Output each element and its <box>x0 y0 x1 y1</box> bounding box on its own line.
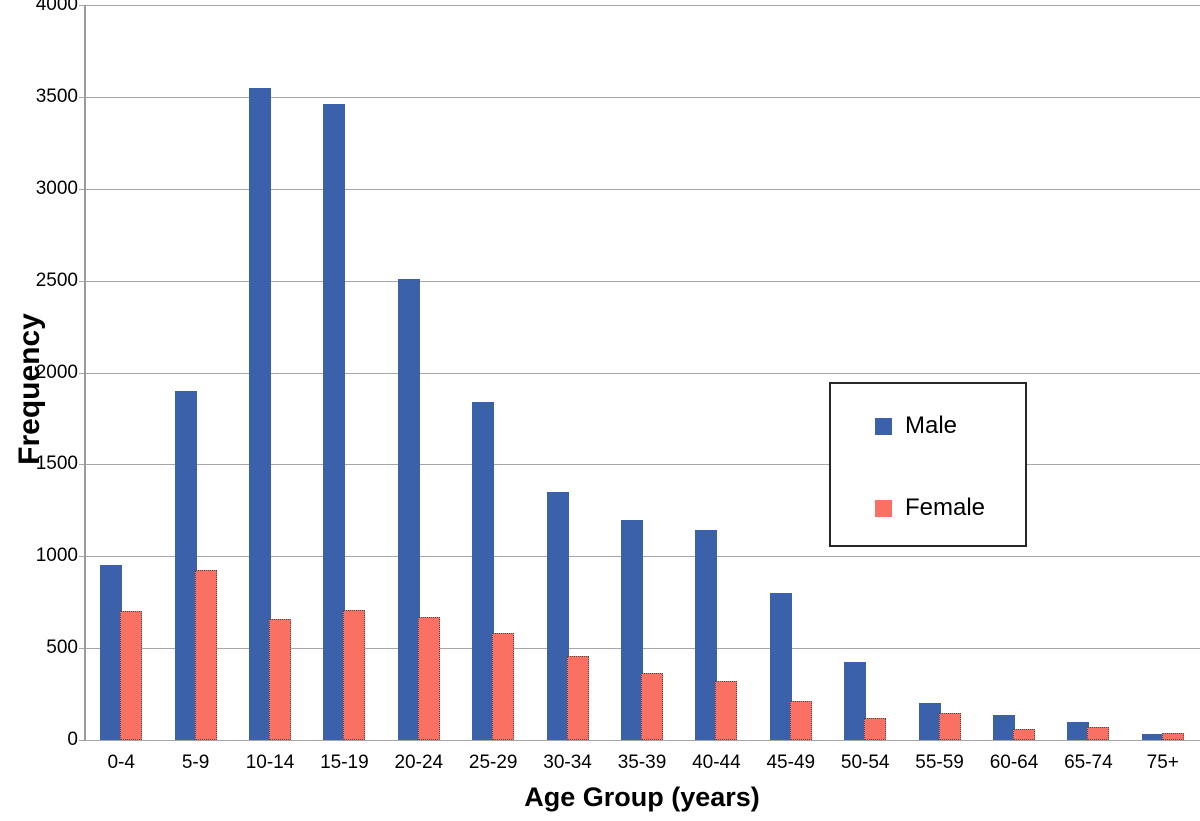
legend-swatch-male <box>875 417 892 435</box>
x-tick-label-25-29: 25-29 <box>468 752 518 773</box>
bar-male-20-24 <box>397 278 420 740</box>
gridline-4000 <box>79 5 1200 6</box>
bar-female-10-14 <box>269 618 291 740</box>
bar-female-20-24 <box>417 616 440 740</box>
x-tick-label-40-44: 40-44 <box>692 752 741 773</box>
legend: Male Female <box>829 382 1027 547</box>
bar-female-60-64 <box>1013 728 1035 740</box>
bar-female-50-54 <box>864 717 887 740</box>
y-tick-label-2000: 2000 <box>35 361 78 383</box>
y-tick-label-0: 0 <box>67 729 78 750</box>
bar-male-15-19 <box>323 104 346 740</box>
y-tick-label-2500: 2500 <box>35 269 78 291</box>
bar-male-50-54 <box>844 661 867 740</box>
bar-female-30-34 <box>566 656 589 740</box>
legend-item-male: Male <box>875 412 958 439</box>
bar-female-5-9 <box>194 570 217 740</box>
x-tick-label-35-39: 35-39 <box>617 752 667 773</box>
x-tick-label-10-14: 10-14 <box>245 752 295 773</box>
bar-male-60-64 <box>993 715 1015 740</box>
gridline-0 <box>79 740 1200 741</box>
bar-male-75+ <box>1141 733 1164 740</box>
gridline-2500 <box>79 280 1200 282</box>
bar-male-5-9 <box>174 390 197 740</box>
bar-female-40-44 <box>715 681 738 740</box>
x-tick-label-30-34: 30-34 <box>543 752 592 773</box>
bar-female-35-39 <box>641 672 663 740</box>
bar-female-65-74 <box>1087 727 1110 740</box>
y-tick-label-1000: 1000 <box>35 545 78 567</box>
x-tick-label-15-19: 15-19 <box>320 752 369 773</box>
bar-female-45-49 <box>789 701 812 740</box>
y-tick-label-4000: 4000 <box>35 0 78 15</box>
y-tick-label-1500: 1500 <box>35 453 78 475</box>
bar-male-35-39 <box>621 519 643 740</box>
x-tick-label-45-49: 45-49 <box>766 752 816 773</box>
x-tick-label-60-64: 60-64 <box>989 752 1039 773</box>
x-tick-label-65-74: 65-74 <box>1064 752 1113 773</box>
y-axis-title: Frequency <box>13 313 46 465</box>
x-tick-label-75+: 75+ <box>1146 752 1179 773</box>
y-tick-label-3000: 3000 <box>35 177 78 199</box>
bar-female-0-4 <box>120 611 143 740</box>
gridline-3500 <box>79 96 1200 98</box>
x-tick-label-0-4: 0-4 <box>107 752 135 773</box>
bar-female-75+ <box>1161 732 1184 740</box>
x-tick-label-5-9: 5-9 <box>181 752 210 773</box>
gridline-3000 <box>79 188 1200 190</box>
bar-female-55-59 <box>938 713 961 740</box>
gridline-1500 <box>79 464 1200 466</box>
x-tick-label-50-54: 50-54 <box>840 752 890 773</box>
x-axis-title: Age Group (years) <box>524 782 760 812</box>
bar-male-30-34 <box>546 491 569 740</box>
plot-area <box>79 5 1200 741</box>
bar-female-25-29 <box>492 632 515 740</box>
bar-male-25-29 <box>472 401 495 740</box>
bar-male-0-4 <box>100 565 123 740</box>
bar-male-45-49 <box>769 593 792 740</box>
legend-item-female: Female <box>875 494 986 521</box>
legend-label-female: Female <box>905 494 986 521</box>
bar-female-15-19 <box>343 609 366 740</box>
bar-male-10-14 <box>249 87 271 740</box>
bar-male-55-59 <box>918 703 941 740</box>
x-tick-label-20-24: 20-24 <box>394 752 444 773</box>
bar-male-40-44 <box>695 529 718 740</box>
y-tick-label-500: 500 <box>46 637 78 659</box>
bar-male-65-74 <box>1067 721 1090 740</box>
x-tick-label-55-59: 55-59 <box>915 752 964 773</box>
y-axis-line <box>84 5 86 740</box>
legend-label-male: Male <box>905 412 958 439</box>
y-tick-label-3500: 3500 <box>35 85 78 107</box>
gridline-2000 <box>79 372 1200 374</box>
legend-swatch-female <box>875 499 892 517</box>
